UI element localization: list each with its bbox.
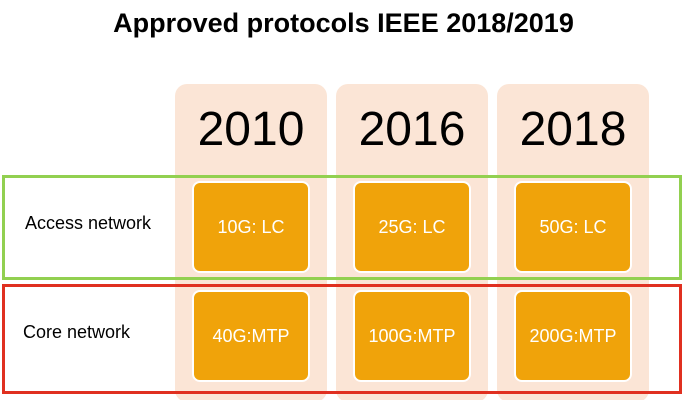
protocol-cell-core-2010: 40G:MTP	[192, 290, 310, 382]
protocol-cell-core-2016: 100G:MTP	[353, 290, 471, 382]
year-header-2016: 2016	[358, 103, 466, 156]
year-header-2010: 2010	[197, 103, 305, 156]
access-network-label: Access network	[25, 213, 152, 233]
year-header-2018: 2018	[519, 103, 627, 156]
protocol-cell-access-2016: 25G: LC	[353, 181, 471, 273]
protocol-cell-access-2018: 50G: LC	[514, 181, 632, 273]
core-network-frame	[2, 284, 682, 394]
core-network-label: Core network	[23, 322, 131, 342]
access-network-frame	[2, 175, 682, 280]
page-title: Approved protocols IEEE 2018/2019	[113, 8, 574, 38]
protocol-cell-access-2010: 10G: LC	[192, 181, 310, 273]
protocol-cell-core-2018: 200G:MTP	[514, 290, 632, 382]
